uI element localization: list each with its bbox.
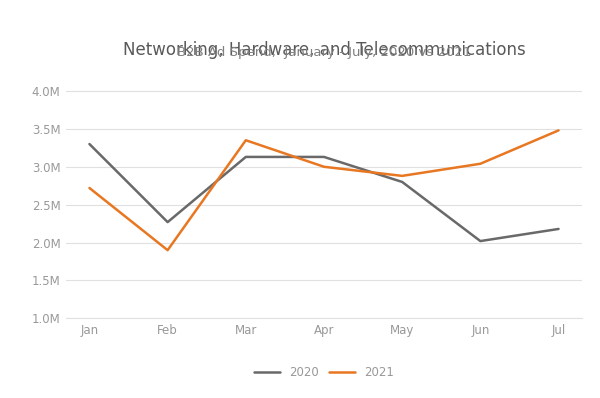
2020 — [242, 154, 250, 159]
2020 — [555, 226, 562, 231]
Title: Networking, Hardware, and Telecommunications: Networking, Hardware, and Telecommunicat… — [122, 41, 526, 59]
2020 — [86, 142, 93, 146]
Legend: 2020, 2021: 2020, 2021 — [250, 362, 398, 384]
2021 — [86, 185, 93, 190]
2020 — [320, 154, 328, 159]
2021 — [320, 164, 328, 169]
2021 — [477, 161, 484, 166]
2021 — [164, 248, 171, 253]
2020 — [477, 239, 484, 244]
Line: 2021: 2021 — [89, 131, 559, 250]
Text: B2B Ad Spend,  January - July, 2020 vs 2021: B2B Ad Spend, January - July, 2020 vs 20… — [177, 46, 471, 59]
2020 — [398, 179, 406, 184]
2021 — [242, 138, 250, 142]
Line: 2020: 2020 — [89, 144, 559, 241]
2020 — [164, 220, 171, 224]
2021 — [398, 174, 406, 178]
2021 — [555, 128, 562, 133]
